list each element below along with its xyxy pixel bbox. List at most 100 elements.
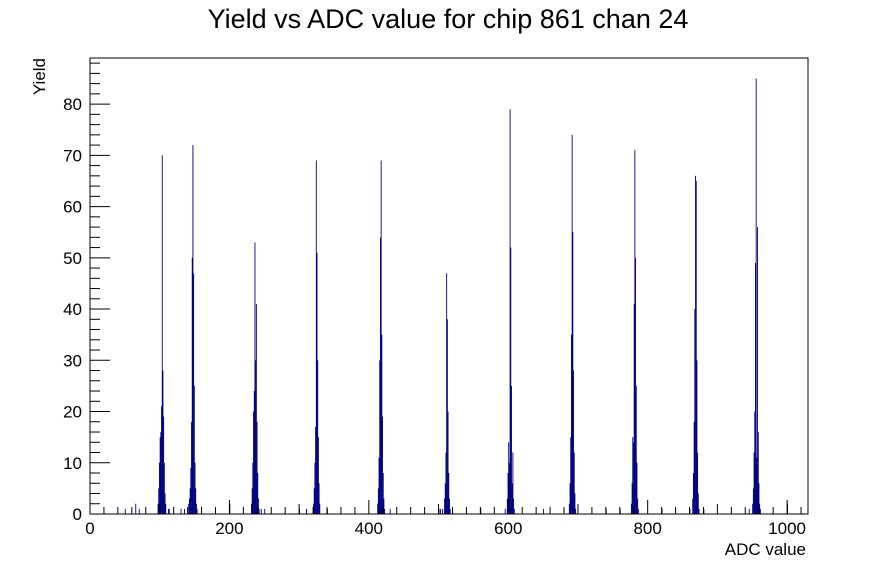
histogram-bin bbox=[757, 432, 759, 514]
histogram-bin bbox=[637, 508, 639, 514]
histogram-bin bbox=[255, 360, 257, 514]
histogram-bin bbox=[752, 503, 754, 514]
histogram-bin bbox=[446, 273, 448, 514]
histogram-bin bbox=[695, 180, 697, 514]
histogram-bin bbox=[188, 498, 190, 514]
histogram-bin bbox=[570, 437, 572, 514]
histogram-bin bbox=[319, 503, 321, 514]
histogram-bin bbox=[315, 160, 317, 514]
histogram-bin bbox=[511, 483, 513, 514]
histogram-bin bbox=[692, 498, 694, 514]
y-tick-label: 10 bbox=[63, 454, 82, 473]
histogram-bin bbox=[572, 232, 574, 514]
y-tick-label: 20 bbox=[63, 403, 82, 422]
histogram-bin bbox=[260, 508, 262, 514]
histogram-bin bbox=[697, 452, 699, 514]
histogram-bin bbox=[695, 175, 696, 514]
histogram-bin bbox=[382, 416, 383, 514]
histogram-bin bbox=[573, 452, 575, 514]
histogram-bin bbox=[696, 360, 698, 514]
histogram-bin bbox=[574, 493, 576, 514]
histogram-bin bbox=[188, 503, 190, 514]
x-tick-label: 200 bbox=[215, 519, 243, 538]
histogram-bin bbox=[509, 109, 511, 515]
histogram-bin bbox=[510, 247, 512, 514]
histogram-bin bbox=[254, 242, 256, 514]
histogram-bin bbox=[306, 508, 307, 514]
histogram-bin bbox=[191, 421, 192, 514]
y-tick-label: 70 bbox=[63, 146, 82, 165]
histogram-bin bbox=[630, 503, 632, 514]
histogram-bin bbox=[379, 360, 381, 514]
histogram-bin bbox=[317, 360, 319, 514]
histogram-bin bbox=[163, 462, 165, 514]
histogram-bin bbox=[251, 503, 252, 514]
y-tick-label: 30 bbox=[63, 351, 82, 370]
histogram-bars bbox=[124, 78, 788, 515]
histogram-bin bbox=[636, 462, 638, 514]
histogram-bin bbox=[195, 488, 197, 514]
histogram-bin bbox=[439, 508, 441, 514]
histogram-bin bbox=[124, 508, 126, 514]
histogram-bin bbox=[317, 437, 319, 514]
histogram-bin bbox=[446, 319, 448, 514]
histogram-bin bbox=[258, 508, 260, 514]
histogram-bin bbox=[757, 227, 759, 514]
axes bbox=[89, 57, 809, 515]
histogram-bin bbox=[513, 498, 515, 514]
histogram-bin bbox=[570, 334, 572, 514]
histogram-bin bbox=[513, 508, 515, 514]
histogram-bin bbox=[444, 498, 446, 514]
histogram-bin bbox=[507, 473, 509, 514]
histogram-bin bbox=[378, 457, 380, 514]
histogram-bin bbox=[697, 493, 699, 514]
histogram-bin bbox=[756, 457, 758, 514]
histogram-bin bbox=[196, 508, 198, 514]
histogram-bin bbox=[313, 488, 315, 514]
histogram-bin bbox=[168, 508, 169, 514]
histogram-bin bbox=[195, 503, 197, 514]
x-tick-label: 800 bbox=[633, 519, 661, 538]
histogram-bin bbox=[251, 488, 253, 514]
histogram-bin bbox=[506, 498, 508, 514]
histogram-bin bbox=[380, 160, 382, 514]
histogram-bin bbox=[314, 462, 316, 514]
histogram-bin bbox=[377, 503, 379, 514]
histogram-bin bbox=[748, 508, 750, 514]
histogram-bin bbox=[449, 508, 451, 514]
histogram-bin bbox=[264, 508, 266, 514]
y-axis-label: Yield bbox=[30, 58, 49, 95]
histogram-bin bbox=[193, 273, 195, 514]
histogram-bin bbox=[190, 467, 192, 514]
histogram-bin bbox=[449, 498, 450, 514]
histogram-bin bbox=[755, 78, 757, 515]
histogram-bin bbox=[758, 483, 760, 514]
histogram-bin bbox=[138, 508, 140, 514]
histogram-bin bbox=[184, 508, 186, 514]
histogram-bin bbox=[316, 252, 318, 514]
histogram-bin bbox=[633, 442, 634, 514]
histogram-bin bbox=[632, 437, 634, 514]
histogram-bin bbox=[164, 493, 166, 514]
histogram-bin bbox=[258, 498, 259, 514]
y-tick-label: 60 bbox=[63, 198, 82, 217]
histogram-bin bbox=[569, 483, 571, 514]
histogram-bin bbox=[635, 257, 637, 514]
histogram-bin bbox=[157, 503, 159, 514]
histogram-bin bbox=[161, 155, 163, 514]
histogram-bin bbox=[631, 483, 633, 514]
histogram-bin bbox=[755, 262, 756, 514]
histogram-bin bbox=[163, 416, 165, 514]
histogram-bin bbox=[693, 421, 695, 514]
histogram-bin bbox=[448, 473, 450, 514]
x-tick-label: 0 bbox=[85, 519, 94, 538]
histogram-bin bbox=[447, 411, 449, 514]
histogram-bin bbox=[383, 498, 385, 514]
histogram-bin bbox=[379, 237, 381, 514]
histogram-bin bbox=[635, 385, 637, 514]
histogram-bin bbox=[192, 145, 194, 514]
histogram-bin bbox=[575, 508, 577, 514]
histogram-bin bbox=[444, 483, 446, 514]
histogram-bin bbox=[571, 134, 573, 514]
histogram-bin bbox=[752, 488, 754, 514]
